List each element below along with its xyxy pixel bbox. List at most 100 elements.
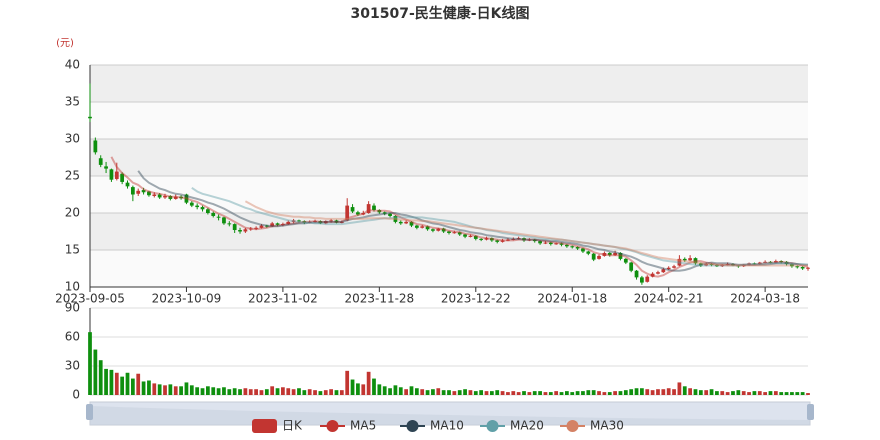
candle-body bbox=[264, 225, 269, 227]
volume-bar bbox=[98, 360, 103, 395]
candle-body bbox=[334, 220, 339, 223]
candle-body bbox=[495, 240, 500, 242]
candle-body bbox=[511, 238, 516, 240]
x-tick-label: 2023-10-09 bbox=[152, 292, 222, 306]
candle-body bbox=[463, 234, 467, 237]
volume-bar bbox=[629, 389, 634, 395]
legend-item[interactable]: MA5 bbox=[320, 419, 376, 433]
legend-label: MA30 bbox=[590, 419, 624, 433]
candle-body bbox=[784, 261, 789, 265]
volume-bar bbox=[650, 390, 655, 395]
zoom-handle-left[interactable] bbox=[86, 404, 93, 420]
y-tick-label: 15 bbox=[65, 243, 80, 257]
volume-bar bbox=[339, 390, 344, 395]
candle-body bbox=[248, 228, 253, 230]
volume-bar bbox=[141, 381, 146, 395]
volume-bar bbox=[350, 379, 355, 395]
candle-body bbox=[720, 264, 725, 267]
volume-bar bbox=[506, 392, 510, 395]
volume-bar bbox=[104, 368, 108, 395]
candle-body bbox=[157, 194, 162, 198]
y-tick-label: 10 bbox=[65, 280, 80, 294]
volume-bar bbox=[281, 387, 285, 395]
candle-body bbox=[93, 140, 98, 153]
candle-body bbox=[130, 187, 135, 195]
volume-bar bbox=[806, 393, 810, 395]
candle-body bbox=[543, 242, 548, 244]
candle-body bbox=[484, 238, 489, 240]
volume-bar bbox=[345, 370, 350, 395]
legend-item[interactable]: MA30 bbox=[560, 419, 624, 433]
volume-bar bbox=[559, 392, 564, 395]
volume-bar bbox=[591, 390, 596, 395]
volume-bar bbox=[538, 391, 542, 395]
volume-bar bbox=[666, 388, 671, 395]
split-area bbox=[90, 250, 808, 287]
candle-body bbox=[452, 232, 457, 234]
candle-body bbox=[323, 221, 328, 224]
legend-item[interactable]: 日K bbox=[252, 419, 303, 434]
candle-body bbox=[634, 270, 639, 278]
volume-bar bbox=[114, 372, 119, 395]
legend-item[interactable]: MA20 bbox=[480, 419, 544, 433]
volume-bar bbox=[307, 389, 312, 395]
volume-bar bbox=[109, 369, 114, 395]
volume-tick-label: 0 bbox=[72, 388, 80, 402]
candle-body bbox=[645, 276, 650, 282]
candle-body bbox=[779, 261, 784, 263]
candle-body bbox=[393, 215, 398, 222]
volume-bar bbox=[457, 390, 462, 395]
y-tick-label: 30 bbox=[65, 132, 80, 146]
candle-body bbox=[120, 173, 125, 182]
candle-body bbox=[173, 196, 178, 199]
volume-bar bbox=[565, 391, 569, 395]
volume-bar bbox=[511, 391, 516, 395]
candle-body bbox=[672, 266, 676, 268]
volume-bar bbox=[468, 390, 473, 395]
volume-bar bbox=[747, 392, 751, 395]
volume-bar bbox=[238, 389, 242, 395]
volume-bar bbox=[677, 382, 682, 395]
candle-body bbox=[216, 216, 221, 218]
legend-label: MA5 bbox=[350, 419, 376, 433]
candle-body bbox=[586, 251, 591, 254]
volume-bar bbox=[361, 384, 366, 395]
candle-body bbox=[227, 223, 232, 225]
candle-body bbox=[597, 255, 601, 259]
candle-body bbox=[607, 252, 612, 256]
volume-bar bbox=[393, 385, 398, 395]
candle-body bbox=[372, 205, 376, 211]
split-area bbox=[90, 176, 808, 213]
volume-bar bbox=[404, 389, 409, 395]
plot-background bbox=[90, 65, 808, 287]
volume-bar bbox=[698, 390, 703, 395]
volume-bar bbox=[752, 391, 757, 395]
y-tick-label: 20 bbox=[65, 206, 80, 220]
candle-body bbox=[189, 202, 194, 206]
volume-bar bbox=[473, 391, 478, 395]
volume-bar bbox=[152, 383, 157, 395]
ma-line bbox=[110, 156, 809, 278]
candle-body bbox=[731, 264, 735, 266]
candle-body bbox=[409, 221, 414, 226]
volume-bar bbox=[195, 387, 200, 395]
volume-bar bbox=[189, 385, 194, 395]
candle-body bbox=[195, 205, 200, 208]
volume-bar bbox=[607, 392, 612, 395]
volume-bar bbox=[334, 390, 339, 395]
volume-bar bbox=[184, 382, 189, 395]
volume-bar bbox=[586, 390, 591, 395]
x-tick-label: 2023-09-05 bbox=[55, 292, 125, 306]
zoom-handle-right[interactable] bbox=[807, 404, 814, 420]
volume-bar bbox=[768, 391, 773, 395]
candle-body bbox=[275, 223, 280, 225]
candle-body bbox=[763, 261, 768, 263]
volume-bar bbox=[645, 389, 650, 395]
candle-body bbox=[575, 247, 580, 249]
volume-bar bbox=[313, 390, 317, 395]
candle-body bbox=[479, 238, 484, 240]
split-area bbox=[90, 139, 808, 176]
volume-bar bbox=[623, 390, 628, 395]
volume-bar bbox=[672, 389, 676, 395]
legend-item[interactable]: MA10 bbox=[400, 419, 464, 433]
